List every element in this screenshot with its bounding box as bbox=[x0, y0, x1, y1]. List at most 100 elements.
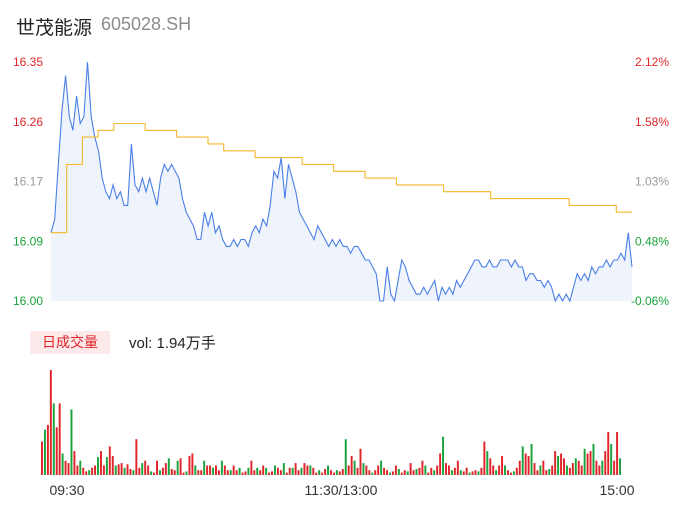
volume-bar bbox=[129, 469, 132, 475]
volume-bar bbox=[215, 465, 217, 475]
volume-bar bbox=[144, 460, 147, 475]
volume-bar bbox=[548, 469, 551, 475]
volume-bar bbox=[52, 403, 55, 475]
volume-bar bbox=[111, 455, 114, 475]
volume-bar bbox=[577, 460, 580, 475]
average-price-line bbox=[51, 122, 632, 234]
volume-bar bbox=[471, 471, 474, 475]
volume-bar bbox=[123, 467, 126, 475]
volume-bar bbox=[386, 470, 389, 475]
volume-bar bbox=[586, 453, 589, 475]
volume-bar bbox=[61, 453, 64, 475]
volume-bar bbox=[114, 465, 117, 475]
x-tick-label: 15:00 bbox=[599, 482, 634, 498]
y-tick-label-right: -0.06% bbox=[631, 294, 669, 308]
volume-bar bbox=[533, 463, 536, 475]
volume-bar bbox=[191, 453, 194, 475]
volume-bar bbox=[67, 463, 70, 475]
volume-bar bbox=[312, 467, 315, 475]
volume-bar bbox=[164, 463, 167, 475]
volume-bar bbox=[571, 463, 574, 475]
volume-bar bbox=[495, 470, 498, 475]
volume-bar bbox=[380, 460, 383, 475]
volume-bar bbox=[220, 460, 223, 475]
y-tick-label-right: 0.48% bbox=[635, 234, 669, 248]
volume-bar bbox=[521, 446, 524, 475]
volume-bar bbox=[489, 458, 492, 475]
volume-bar bbox=[73, 451, 76, 475]
volume-bar bbox=[412, 470, 415, 475]
volume-bar bbox=[126, 464, 129, 475]
volume-bar bbox=[176, 460, 179, 475]
volume-bar bbox=[262, 465, 265, 475]
volume-bar bbox=[356, 467, 359, 475]
volume-bar bbox=[341, 469, 344, 475]
volume-bar bbox=[335, 470, 338, 475]
volume-bar bbox=[430, 467, 433, 475]
volume-bar bbox=[598, 465, 601, 475]
volume-bar bbox=[433, 470, 436, 475]
volume-bar bbox=[536, 470, 539, 475]
volume-bar bbox=[512, 471, 515, 475]
y-tick-label: 16.26 bbox=[13, 115, 43, 129]
volume-bar bbox=[55, 427, 58, 475]
volume-bar bbox=[156, 460, 158, 475]
volume-bar bbox=[353, 460, 356, 475]
volume-bar bbox=[247, 467, 250, 475]
stock-name: 世茂能源 bbox=[16, 18, 93, 39]
volume-bar bbox=[415, 469, 418, 475]
volume-bar bbox=[94, 465, 97, 475]
y-tick-label: 16.35 bbox=[13, 55, 43, 69]
volume-bar bbox=[347, 465, 350, 475]
price-area bbox=[51, 62, 632, 301]
volume-bar bbox=[344, 439, 347, 475]
volume-bar bbox=[486, 451, 489, 475]
volume-bar bbox=[203, 460, 206, 475]
volume-bar bbox=[506, 470, 509, 475]
volume-bar bbox=[250, 460, 253, 475]
volume-bar bbox=[291, 467, 294, 475]
volume-bar bbox=[492, 465, 495, 475]
volume-bar bbox=[542, 460, 545, 475]
volume-bar bbox=[592, 444, 595, 475]
volume-bar bbox=[515, 467, 518, 475]
volume-bar bbox=[197, 470, 200, 475]
volume-bar bbox=[241, 472, 244, 475]
volume-bar bbox=[568, 467, 571, 475]
volume-bar bbox=[551, 465, 554, 475]
volume-bar bbox=[102, 465, 105, 475]
volume-bar bbox=[49, 370, 52, 475]
volume-bar bbox=[459, 470, 462, 475]
volume-bar bbox=[212, 467, 215, 475]
volume-bar bbox=[46, 424, 49, 475]
volume-bar bbox=[76, 465, 79, 475]
y-tick-label-right: 1.03% bbox=[635, 175, 669, 189]
volume-bar bbox=[79, 460, 82, 475]
volume-bar bbox=[394, 465, 397, 475]
volume-bar bbox=[170, 469, 173, 475]
volume-bar bbox=[132, 470, 135, 475]
volume-bar bbox=[456, 460, 459, 475]
volume-tab-button[interactable]: 日成交量 bbox=[30, 331, 110, 354]
volume-bar bbox=[91, 467, 94, 475]
volume-bar bbox=[120, 463, 123, 475]
volume-bar bbox=[43, 429, 46, 475]
volume-bar bbox=[498, 465, 501, 475]
volume-bar bbox=[327, 465, 330, 475]
volume-bar bbox=[306, 465, 309, 475]
volume-bar bbox=[138, 467, 141, 475]
volume-bar bbox=[359, 448, 362, 476]
volume-bar bbox=[265, 467, 268, 475]
volume-bar bbox=[445, 463, 447, 475]
volume-bar bbox=[450, 470, 453, 475]
volume-bar bbox=[179, 458, 182, 475]
volume-bar bbox=[362, 463, 365, 475]
volume-bar bbox=[616, 432, 619, 475]
volume-bar bbox=[64, 460, 67, 475]
volume-bar bbox=[253, 470, 256, 475]
volume-bar bbox=[368, 470, 371, 475]
volume-bar bbox=[276, 467, 279, 475]
volume-bar bbox=[282, 463, 285, 475]
stock-code: 605028.SH bbox=[101, 14, 192, 34]
volume-bar bbox=[501, 455, 504, 475]
